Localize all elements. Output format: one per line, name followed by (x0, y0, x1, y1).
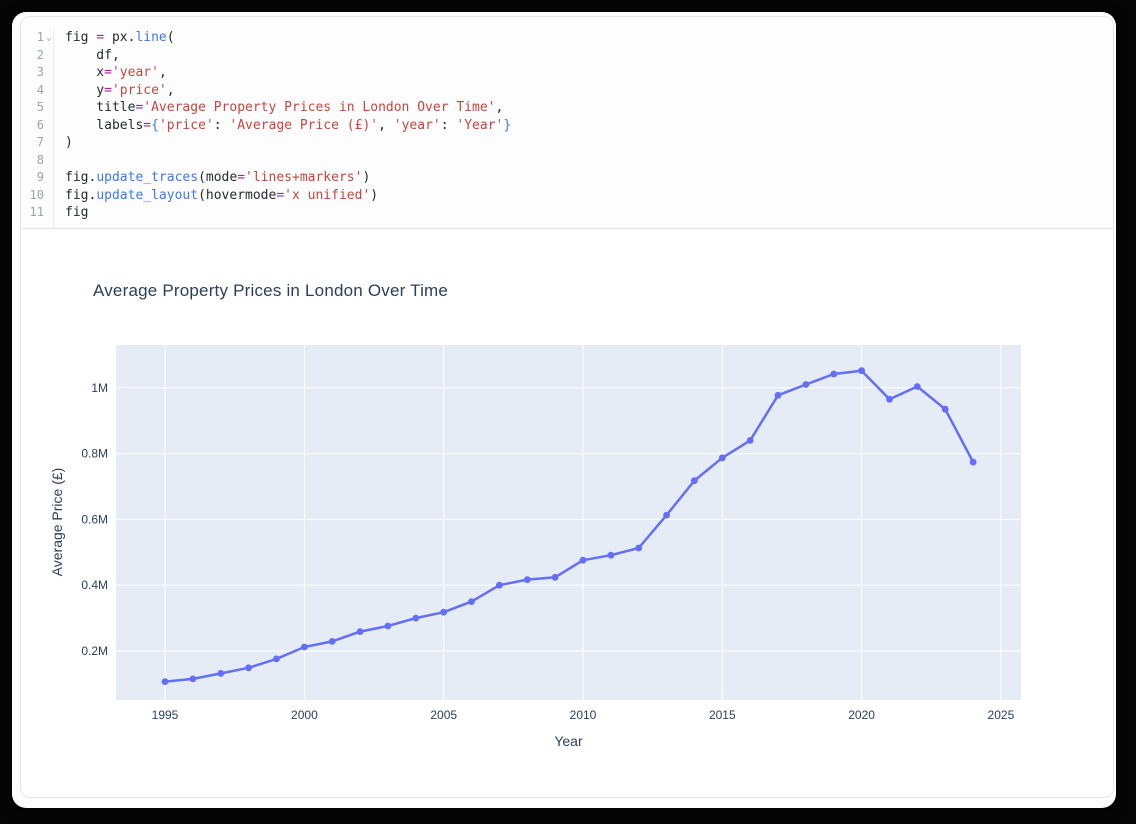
data-point-marker (746, 437, 754, 444)
plotly-chart: 1995 2000 2005 2010 2015 2020 2025 0.2M 0.4M 0.6M… (49, 345, 1021, 749)
x-tick-label: 2015 (709, 708, 736, 722)
x-tick-label: 2020 (848, 708, 875, 722)
price-line-series (163, 369, 975, 683)
code-editor[interactable]: 1 ⌄ 2 3 4 5 6 7 8 9 10 11 fig = px.line( df, x='yea… (21, 17, 1113, 229)
data-point-marker (412, 614, 420, 622)
line-number: 1 (36, 30, 44, 44)
data-point-marker (718, 454, 726, 462)
data-point-marker (468, 598, 475, 605)
data-point-marker (384, 622, 392, 630)
code-line: fig (65, 205, 89, 220)
data-point-marker (830, 370, 838, 378)
line-number: 5 (36, 100, 44, 114)
line-number: 9 (36, 170, 44, 184)
data-point-marker (496, 581, 503, 589)
data-point-marker (802, 381, 810, 388)
fold-chevron-icon[interactable]: ⌄ (46, 33, 52, 43)
code-line: y='price', (65, 82, 175, 98)
data-point-marker (635, 544, 643, 552)
data-point-marker (189, 675, 197, 683)
plot-area[interactable] (116, 345, 1021, 700)
data-point-marker (217, 670, 225, 677)
y-tick-label: 1M (91, 381, 108, 395)
line-number: 2 (36, 47, 44, 62)
data-point-marker (273, 655, 280, 663)
y-axis-title: Average Price (£) (49, 468, 65, 577)
notebook-cell: 1 ⌄ 2 3 4 5 6 7 8 9 10 11 fig = px.line( df, x='yea… (20, 16, 1114, 798)
gutter-row: 5 (21, 99, 53, 117)
editor-code-column: fig = px.line( df, x='year', y='price', … (54, 29, 511, 228)
y-tick-label: 0.6M (81, 512, 108, 526)
line-number: 7 (36, 135, 44, 149)
data-point-marker (356, 628, 364, 635)
code-line: fig.update_layout(hovermode='x unified') (65, 187, 379, 203)
data-point-marker (774, 391, 782, 399)
gutter-row: 4 (21, 82, 53, 100)
code-line: title='Average Property Prices in London… (65, 100, 504, 115)
data-point-marker (301, 643, 308, 651)
code-line: fig.update_traces(mode='lines+markers') (65, 170, 371, 185)
data-point-marker (969, 458, 977, 466)
y-tick-label: 0.8M (81, 447, 108, 461)
x-tick-label: 2000 (291, 708, 318, 722)
data-point-marker (886, 395, 893, 403)
data-point-marker (858, 367, 865, 375)
editor-gutter: 1 ⌄ 2 3 4 5 6 7 8 9 10 11 (21, 29, 54, 228)
gutter-row: 8 (21, 152, 53, 170)
data-point-marker (328, 638, 336, 645)
line-number: 8 (36, 152, 44, 167)
line-number: 10 (29, 187, 44, 202)
code-line: x='year', (65, 65, 167, 80)
data-point-marker (523, 576, 531, 583)
y-tick-label: 0.4M (81, 578, 108, 592)
gutter-row: 7 (21, 134, 53, 152)
code-line: ) (65, 135, 73, 150)
line-number: 11 (29, 205, 44, 219)
data-point-marker (913, 383, 921, 390)
data-point-marker (579, 556, 587, 564)
data-point-marker (663, 511, 670, 519)
code-line: labels={'price': 'Average Price (£)', 'y… (65, 117, 512, 133)
line-number: 4 (36, 82, 44, 97)
notebook-page: 1 ⌄ 2 3 4 5 6 7 8 9 10 11 fig = px.line( df, x='yea… (12, 12, 1116, 808)
x-tick-label: 2005 (430, 708, 457, 722)
y-tick-label: 0.2M (81, 644, 108, 658)
data-point-marker (607, 551, 615, 559)
gutter-row: 1 ⌄ (21, 29, 53, 47)
code-line: fig = px.line( (65, 30, 175, 45)
gutter-row: 3 (21, 64, 53, 82)
x-axis-title: Year (554, 733, 583, 749)
gutter-row: 6 (21, 117, 53, 135)
chart-title: Average Property Prices in London Over T… (93, 281, 449, 300)
gutter-row: 10 (21, 187, 53, 205)
data-point-marker (440, 608, 448, 616)
gutter-row: 9 (21, 169, 53, 187)
x-tick-label: 1995 (152, 708, 179, 722)
data-point-marker (161, 678, 169, 685)
x-tick-label: 2025 (988, 708, 1015, 722)
code-line (65, 152, 511, 170)
line-number: 6 (36, 117, 44, 132)
data-point-marker (245, 664, 253, 672)
code-line: df, (65, 47, 120, 63)
gutter-row: 11 (21, 204, 53, 222)
data-point-marker (941, 405, 949, 413)
cell-output: Average Property Prices in London Over T… (21, 229, 1113, 797)
data-point-marker (551, 573, 559, 581)
x-tick-label: 2010 (570, 708, 597, 722)
gutter-row: 2 (21, 47, 53, 65)
line-number: 3 (36, 65, 44, 79)
data-point-marker (691, 477, 698, 484)
